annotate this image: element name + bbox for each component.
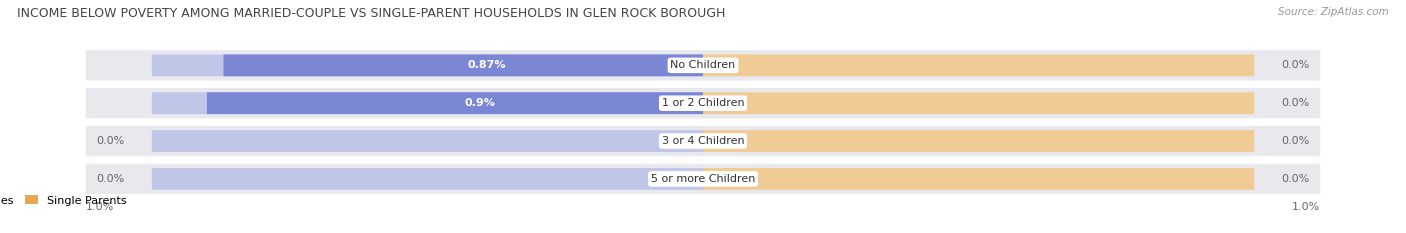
Text: INCOME BELOW POVERTY AMONG MARRIED-COUPLE VS SINGLE-PARENT HOUSEHOLDS IN GLEN RO: INCOME BELOW POVERTY AMONG MARRIED-COUPL… [17, 7, 725, 20]
FancyBboxPatch shape [152, 92, 703, 114]
Legend: Married Couples, Single Parents: Married Couples, Single Parents [0, 191, 131, 210]
Text: Source: ZipAtlas.com: Source: ZipAtlas.com [1278, 7, 1389, 17]
Text: 5 or more Children: 5 or more Children [651, 174, 755, 184]
FancyBboxPatch shape [152, 55, 703, 76]
FancyBboxPatch shape [152, 130, 703, 152]
FancyBboxPatch shape [86, 88, 1320, 118]
Text: 0.0%: 0.0% [1282, 98, 1310, 108]
FancyBboxPatch shape [152, 168, 703, 190]
Text: 1.0%: 1.0% [1292, 202, 1320, 212]
FancyBboxPatch shape [703, 130, 1254, 152]
Text: No Children: No Children [671, 60, 735, 70]
FancyBboxPatch shape [224, 55, 703, 76]
Text: 1 or 2 Children: 1 or 2 Children [662, 98, 744, 108]
Text: 0.0%: 0.0% [1282, 60, 1310, 70]
Text: 0.9%: 0.9% [464, 98, 495, 108]
Text: 3 or 4 Children: 3 or 4 Children [662, 136, 744, 146]
FancyBboxPatch shape [703, 55, 1254, 76]
Text: 0.87%: 0.87% [468, 60, 506, 70]
Text: 0.0%: 0.0% [96, 136, 124, 146]
Text: 0.0%: 0.0% [96, 174, 124, 184]
FancyBboxPatch shape [703, 92, 1254, 114]
FancyBboxPatch shape [86, 164, 1320, 194]
FancyBboxPatch shape [703, 168, 1254, 190]
FancyBboxPatch shape [207, 92, 703, 114]
Text: 0.0%: 0.0% [1282, 136, 1310, 146]
Text: 1.0%: 1.0% [86, 202, 114, 212]
Text: 0.0%: 0.0% [1282, 174, 1310, 184]
FancyBboxPatch shape [86, 126, 1320, 156]
FancyBboxPatch shape [86, 50, 1320, 80]
